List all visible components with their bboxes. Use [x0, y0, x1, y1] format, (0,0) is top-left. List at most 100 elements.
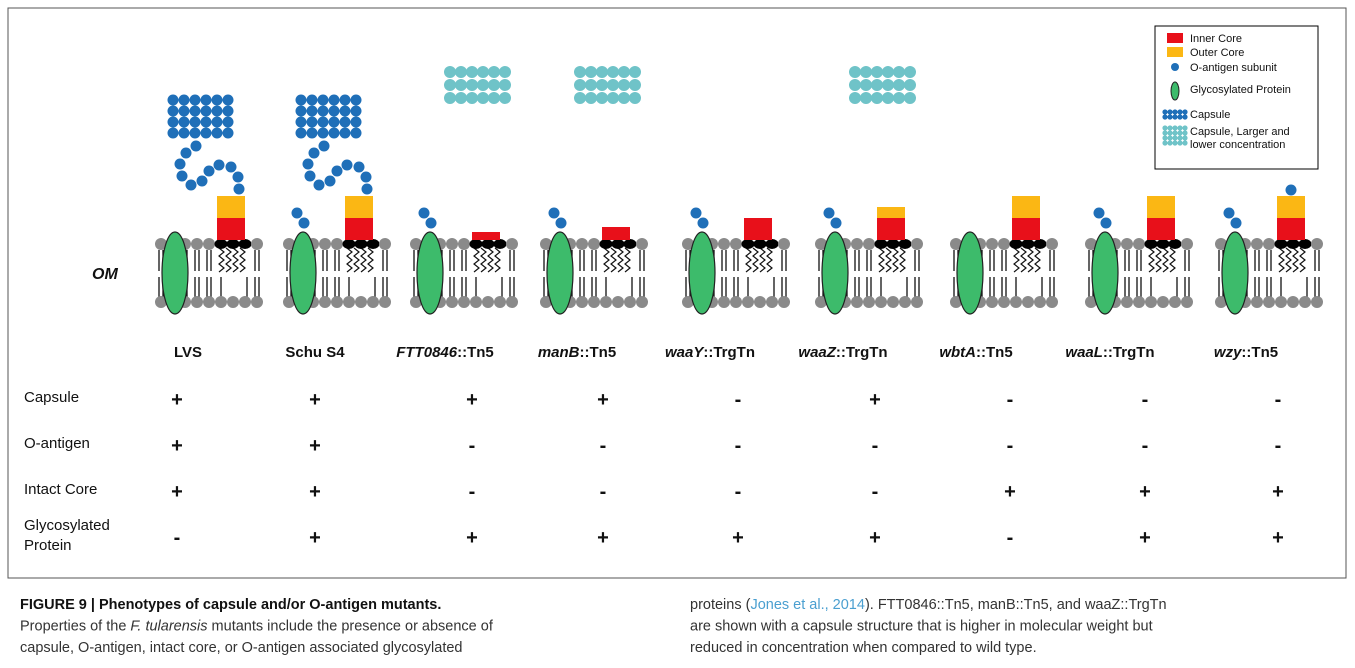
capsule-subunit — [307, 128, 318, 139]
strain-gene: waaY — [665, 344, 705, 361]
capsule-subunit — [314, 180, 325, 191]
lipid-a-chain — [625, 248, 630, 272]
glycosylated-protein — [689, 232, 715, 314]
legend-swatch — [1182, 114, 1187, 119]
lipid-head — [1121, 238, 1133, 250]
capsule-subunit — [488, 92, 500, 104]
capsule-subunit — [860, 92, 872, 104]
legend-swatch — [1182, 135, 1187, 140]
strain-gene: FTT0846 — [396, 344, 458, 361]
row-label: O-antigen — [24, 435, 90, 452]
lipid-a-chain — [1293, 248, 1298, 272]
lipid-a-chain — [604, 248, 609, 272]
lipid-head — [986, 238, 998, 250]
legend-label-line: lower concentration — [1190, 139, 1285, 151]
lipid-a-head — [1022, 239, 1035, 249]
legend-label: O-antigen subunit — [1190, 62, 1277, 74]
lipid-a-chain — [368, 248, 373, 272]
legend-swatch — [1182, 140, 1187, 145]
strain-label: waaZ::TrgTn — [798, 344, 887, 361]
lipid-a-chain — [226, 248, 231, 272]
caption-text: Properties of the — [20, 619, 130, 635]
lipid-a-chain — [1035, 248, 1040, 272]
lipid-head — [600, 296, 612, 308]
lipid-a-head — [742, 239, 755, 249]
strain-gene: manB — [538, 344, 580, 361]
capsule-subunit — [585, 79, 597, 91]
lipid-a-chain — [488, 248, 493, 272]
legend-swatch — [1182, 109, 1187, 114]
lipid-head — [1169, 296, 1181, 308]
legend-label: Outer Core — [1190, 47, 1244, 59]
phenotype-mark: - — [174, 527, 181, 549]
lipid-head — [1010, 296, 1022, 308]
phenotype-mark: - — [735, 481, 742, 503]
lipid-head — [203, 296, 215, 308]
strain-insertion: ::TrgTn — [703, 344, 755, 361]
capsule-subunit — [351, 95, 362, 106]
lipid-a-chain — [354, 248, 359, 272]
legend-swatch — [1162, 140, 1167, 145]
lipid-head — [851, 296, 863, 308]
glycosylated-protein — [417, 232, 443, 314]
caption-text: mutants include the presence or absence … — [208, 619, 494, 635]
lipid-head — [1181, 296, 1193, 308]
lipid-head — [1022, 296, 1034, 308]
phenotype-mark: + — [309, 389, 321, 411]
lipid-a-head — [899, 239, 912, 249]
lipid-head — [718, 296, 730, 308]
capsule-subunit — [466, 79, 478, 91]
lipid-a-chain — [760, 248, 765, 272]
legend-swatch — [1182, 125, 1187, 130]
lipid-head — [227, 296, 239, 308]
strain-label: Schu S4 — [285, 344, 345, 361]
capsule-subunit — [296, 106, 307, 117]
lipid-head — [576, 296, 588, 308]
capsule-subunit — [190, 106, 201, 117]
legend-swatch — [1177, 130, 1182, 135]
lipid-a-chain — [347, 248, 352, 272]
capsule-subunit — [354, 162, 365, 173]
legend-swatch — [1182, 130, 1187, 135]
lipid-head — [470, 296, 482, 308]
capsule-subunit — [303, 159, 314, 170]
o-antigen-subunit — [549, 208, 560, 219]
strain-gene: wzy — [1214, 344, 1242, 361]
legend-icon — [1171, 63, 1179, 71]
capsule-subunit — [849, 92, 861, 104]
lipid-a-chain — [1170, 248, 1175, 272]
capsule-subunit — [212, 117, 223, 128]
lipid-a-head — [1275, 239, 1288, 249]
phenotype-mark: - — [1142, 435, 1149, 457]
lipid-a-chain — [1300, 248, 1305, 272]
inner-core — [602, 227, 630, 240]
legend-swatch — [1162, 125, 1167, 130]
inner-core — [744, 218, 772, 240]
capsule-subunit — [596, 66, 608, 78]
lipid-a-chain — [618, 248, 623, 272]
capsule-subunit — [477, 66, 489, 78]
capsule-subunit — [893, 66, 905, 78]
lipid-head — [1046, 238, 1058, 250]
lipid-a-head — [227, 239, 240, 249]
legend-swatch — [1177, 125, 1182, 130]
lipid-head — [887, 296, 899, 308]
legend-swatch — [1172, 135, 1177, 140]
lipid-a-head — [215, 239, 228, 249]
capsule-subunit — [191, 141, 202, 152]
capsule-subunit — [168, 95, 179, 106]
capsule-subunit — [607, 92, 619, 104]
strain-gene: waaZ — [798, 344, 836, 361]
lipid-a-head — [367, 239, 380, 249]
phenotype-mark: - — [872, 435, 879, 457]
legend-swatch — [1167, 114, 1172, 119]
capsule-subunit — [190, 128, 201, 139]
caption-line: Properties of the F. tularensis mutants … — [20, 619, 494, 635]
lipid-head — [458, 296, 470, 308]
legend-swatch — [1167, 47, 1183, 57]
lipid-head — [506, 238, 518, 250]
legend-label-line: Capsule — [1190, 109, 1230, 121]
phenotype-mark: + — [869, 527, 881, 549]
inner-core — [1147, 218, 1175, 240]
lipid-head — [331, 296, 343, 308]
